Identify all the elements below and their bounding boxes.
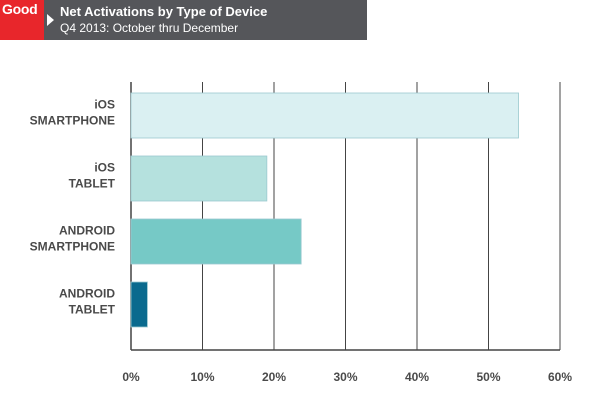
x-tick-label: 60%	[548, 370, 572, 384]
category-label: SMARTPHONE	[30, 240, 115, 254]
category-label: ANDROID	[59, 224, 115, 238]
chart-header: Good Net Activations by Type of Device Q…	[0, 0, 367, 40]
bar	[130, 281, 148, 328]
good-logo: Good	[0, 0, 44, 40]
x-tick-label: 30%	[333, 370, 357, 384]
category-label: iOS	[94, 161, 115, 175]
category-label: TABLET	[69, 303, 116, 317]
play-arrow-icon	[47, 14, 54, 26]
x-tick-label: 10%	[190, 370, 214, 384]
chart-title: Net Activations by Type of Device	[60, 4, 268, 19]
x-tick-label: 0%	[122, 370, 140, 384]
logo-text: Good	[2, 1, 38, 17]
bar	[130, 218, 302, 265]
bar	[130, 92, 519, 139]
category-label: ANDROID	[59, 287, 115, 301]
category-label: iOS	[94, 98, 115, 112]
category-label: TABLET	[69, 177, 116, 191]
x-tick-label: 50%	[476, 370, 500, 384]
bar	[130, 155, 268, 202]
x-tick-label: 20%	[262, 370, 286, 384]
x-tick-label: 40%	[405, 370, 429, 384]
chart-subtitle: Q4 2013: October thru December	[60, 21, 239, 35]
category-label: SMARTPHONE	[30, 114, 115, 128]
